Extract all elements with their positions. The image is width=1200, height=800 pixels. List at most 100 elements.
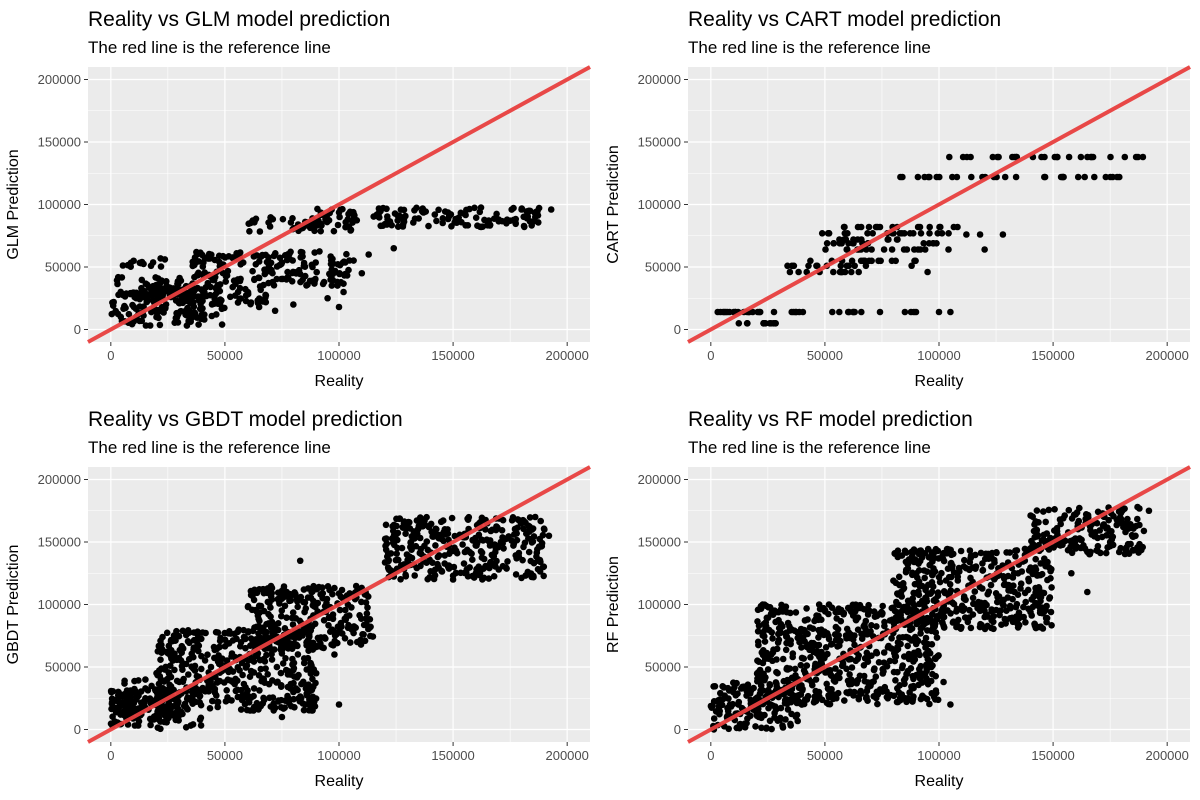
data-point xyxy=(1084,588,1091,596)
data-point xyxy=(970,600,977,608)
data-point xyxy=(268,656,276,663)
data-point xyxy=(769,635,776,642)
data-point xyxy=(196,716,204,723)
data-point xyxy=(482,562,489,570)
data-point xyxy=(234,288,242,296)
data-point xyxy=(110,298,117,306)
data-point xyxy=(179,627,187,635)
data-point xyxy=(1113,173,1121,181)
data-point xyxy=(1091,173,1098,181)
data-point xyxy=(770,320,777,327)
data-point xyxy=(432,525,440,533)
data-point xyxy=(956,568,963,575)
data-point xyxy=(197,722,205,729)
data-point xyxy=(283,614,290,621)
data-point xyxy=(222,273,230,280)
data-point xyxy=(297,593,305,601)
data-point xyxy=(155,680,163,688)
data-point xyxy=(1025,575,1032,583)
data-point xyxy=(934,653,941,660)
data-point xyxy=(417,545,425,553)
data-point xyxy=(365,251,372,258)
data-point xyxy=(990,618,997,626)
data-point xyxy=(211,654,218,662)
x-tick-label: 150000 xyxy=(431,748,474,763)
data-point xyxy=(777,704,785,712)
data-point xyxy=(319,590,327,597)
data-point xyxy=(364,604,371,611)
data-point xyxy=(864,697,871,704)
data-point xyxy=(332,268,339,276)
data-point xyxy=(278,607,286,614)
data-point xyxy=(1012,173,1020,181)
data-point xyxy=(933,240,940,247)
data-point xyxy=(981,599,989,607)
data-point xyxy=(475,531,483,539)
data-point xyxy=(981,555,989,563)
data-point xyxy=(1009,595,1016,603)
data-point xyxy=(733,724,740,732)
data-point xyxy=(317,227,325,235)
data-point xyxy=(162,278,169,286)
data-point xyxy=(136,290,143,297)
data-point xyxy=(155,716,163,723)
data-point xyxy=(206,255,214,262)
data-point xyxy=(528,535,536,542)
y-tick-label: 150000 xyxy=(638,535,681,550)
data-point xyxy=(487,527,495,535)
data-point xyxy=(301,608,308,616)
data-point xyxy=(290,695,298,703)
data-point xyxy=(1123,544,1130,551)
data-point xyxy=(855,652,862,659)
data-point xyxy=(147,262,155,270)
data-point xyxy=(138,284,145,292)
data-point xyxy=(261,266,268,274)
data-point xyxy=(1048,584,1055,591)
x-tick-label: 150000 xyxy=(1031,748,1074,763)
data-point xyxy=(221,629,228,637)
data-point xyxy=(329,615,337,623)
data-point xyxy=(787,722,794,729)
data-point xyxy=(142,695,149,702)
data-point xyxy=(170,632,178,639)
y-tick-label: 0 xyxy=(74,322,81,337)
data-point xyxy=(255,703,263,711)
data-point xyxy=(335,303,343,311)
data-point xyxy=(760,670,767,678)
data-point xyxy=(940,678,947,686)
data-point xyxy=(457,209,465,217)
data-point xyxy=(290,664,298,672)
data-point xyxy=(805,262,812,270)
data-point xyxy=(526,514,534,521)
data-point xyxy=(121,293,129,300)
data-point xyxy=(472,214,480,221)
data-point xyxy=(842,632,850,639)
chart-title: Reality vs RF model prediction xyxy=(688,408,973,431)
x-axis-label: Reality xyxy=(315,373,364,390)
data-point xyxy=(922,586,929,594)
data-point xyxy=(775,624,783,632)
data-point xyxy=(1136,521,1143,529)
data-point xyxy=(504,558,511,565)
data-point xyxy=(108,695,116,702)
data-point xyxy=(247,667,255,675)
data-point xyxy=(833,694,840,702)
data-point xyxy=(925,240,933,247)
data-point xyxy=(1028,612,1035,619)
data-point xyxy=(499,516,507,524)
chart-title: Reality vs GBDT model prediction xyxy=(88,408,403,431)
data-point xyxy=(515,549,523,557)
y-tick-label: 100000 xyxy=(38,597,81,612)
data-point xyxy=(836,236,843,243)
data-point xyxy=(150,697,158,704)
data-point xyxy=(462,569,470,576)
data-point xyxy=(262,291,269,299)
data-point xyxy=(517,519,525,527)
data-point xyxy=(163,648,171,656)
data-point xyxy=(309,675,316,683)
data-point xyxy=(416,517,424,525)
chart-subtitle: The red line is the reference line xyxy=(688,38,931,57)
chart-panel-3: Reality vs GBDT model prediction The red … xyxy=(5,408,591,790)
data-point xyxy=(255,303,263,311)
data-point xyxy=(954,577,962,584)
